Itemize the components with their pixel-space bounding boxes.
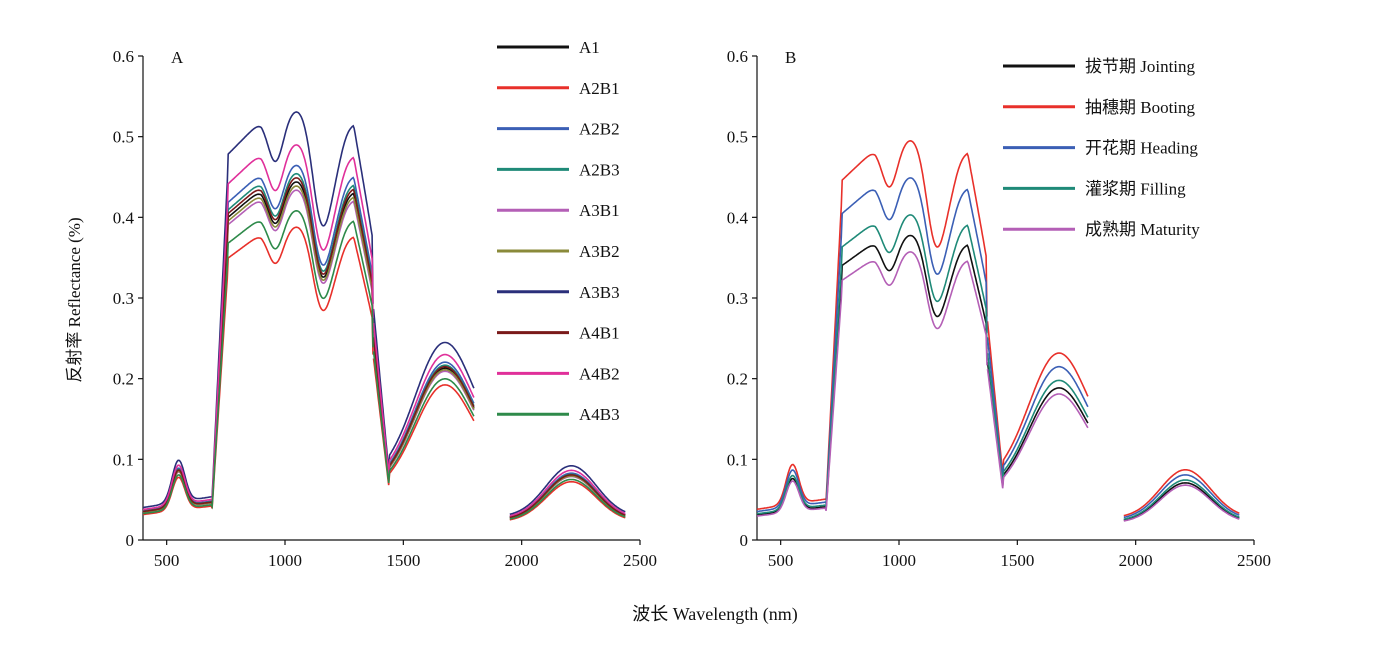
y-tick-label: 0.2 <box>727 370 748 389</box>
x-tick-label: 500 <box>154 551 180 570</box>
series-line <box>756 214 1240 520</box>
legend-label: 抽穗期 Booting <box>1085 98 1196 117</box>
x-tick-label: 1500 <box>386 551 420 570</box>
legend-label: 拔节期 Jointing <box>1085 57 1196 76</box>
series-line <box>142 111 626 516</box>
legend-label: A2B2 <box>579 120 620 139</box>
y-tick-label: 0.2 <box>113 370 134 389</box>
y-tick-label: 0.3 <box>727 289 748 308</box>
series-line <box>142 144 626 517</box>
legend-label: A2B1 <box>579 79 620 98</box>
y-tick-label: 0 <box>126 531 135 550</box>
y-tick-label: 0.4 <box>727 208 749 227</box>
legend-label: 成熟期 Maturity <box>1085 219 1200 239</box>
x-tick-label: 1000 <box>882 551 916 570</box>
x-axis-label: 波长 Wavelength (nm) <box>632 604 798 625</box>
series-line <box>756 177 1240 519</box>
series-line <box>142 177 626 519</box>
legend-label: A3B2 <box>579 242 620 261</box>
y-tick-label: 0 <box>740 531 749 550</box>
panel-label: A <box>171 48 184 67</box>
y-tick-label: 0.3 <box>113 289 134 308</box>
series-line <box>756 139 1240 517</box>
panel-label: B <box>785 48 796 67</box>
x-tick-label: 2500 <box>623 551 657 570</box>
y-tick-label: 0.4 <box>113 208 135 227</box>
legend-label: A4B1 <box>579 324 620 343</box>
y-axis-label: 反射率 Reflectance (%) <box>65 217 84 382</box>
y-tick-label: 0.1 <box>727 450 748 469</box>
x-tick-label: 2500 <box>1237 551 1271 570</box>
y-tick-label: 0.1 <box>113 450 134 469</box>
series-line <box>142 209 626 520</box>
legend-label: A4B2 <box>579 364 620 383</box>
x-tick-label: 2000 <box>1119 551 1153 570</box>
x-tick-label: 1500 <box>1000 551 1034 570</box>
legend-label: A3B1 <box>579 201 620 220</box>
series-line <box>756 251 1240 522</box>
x-tick-label: 1000 <box>268 551 302 570</box>
y-tick-label: 0.6 <box>727 47 748 66</box>
y-tick-label: 0.6 <box>113 47 134 66</box>
y-tick-label: 0.5 <box>727 128 748 147</box>
legend-label: A4B3 <box>579 405 620 424</box>
legend-label: A2B3 <box>579 160 620 179</box>
y-tick-label: 0.5 <box>113 128 134 147</box>
x-tick-label: 500 <box>768 551 794 570</box>
legend-label: 灌浆期 Filling <box>1085 179 1186 198</box>
series-line <box>756 234 1240 521</box>
panel-b: 0 0.1 0.2 0.3 0.4 0.5 0.6 500 1000 1500 2000 2500 B 拔… <box>727 47 1271 570</box>
legend-label: A1 <box>579 38 600 57</box>
x-tick-label: 2000 <box>505 551 539 570</box>
panel-a: 0 0.1 0.2 0.3 0.4 0.5 0.6 500 1000 1500 2000 2500 A A… <box>113 38 657 570</box>
legend-label: 开花期 Heading <box>1085 139 1198 158</box>
legend-label: A3B3 <box>579 283 620 302</box>
